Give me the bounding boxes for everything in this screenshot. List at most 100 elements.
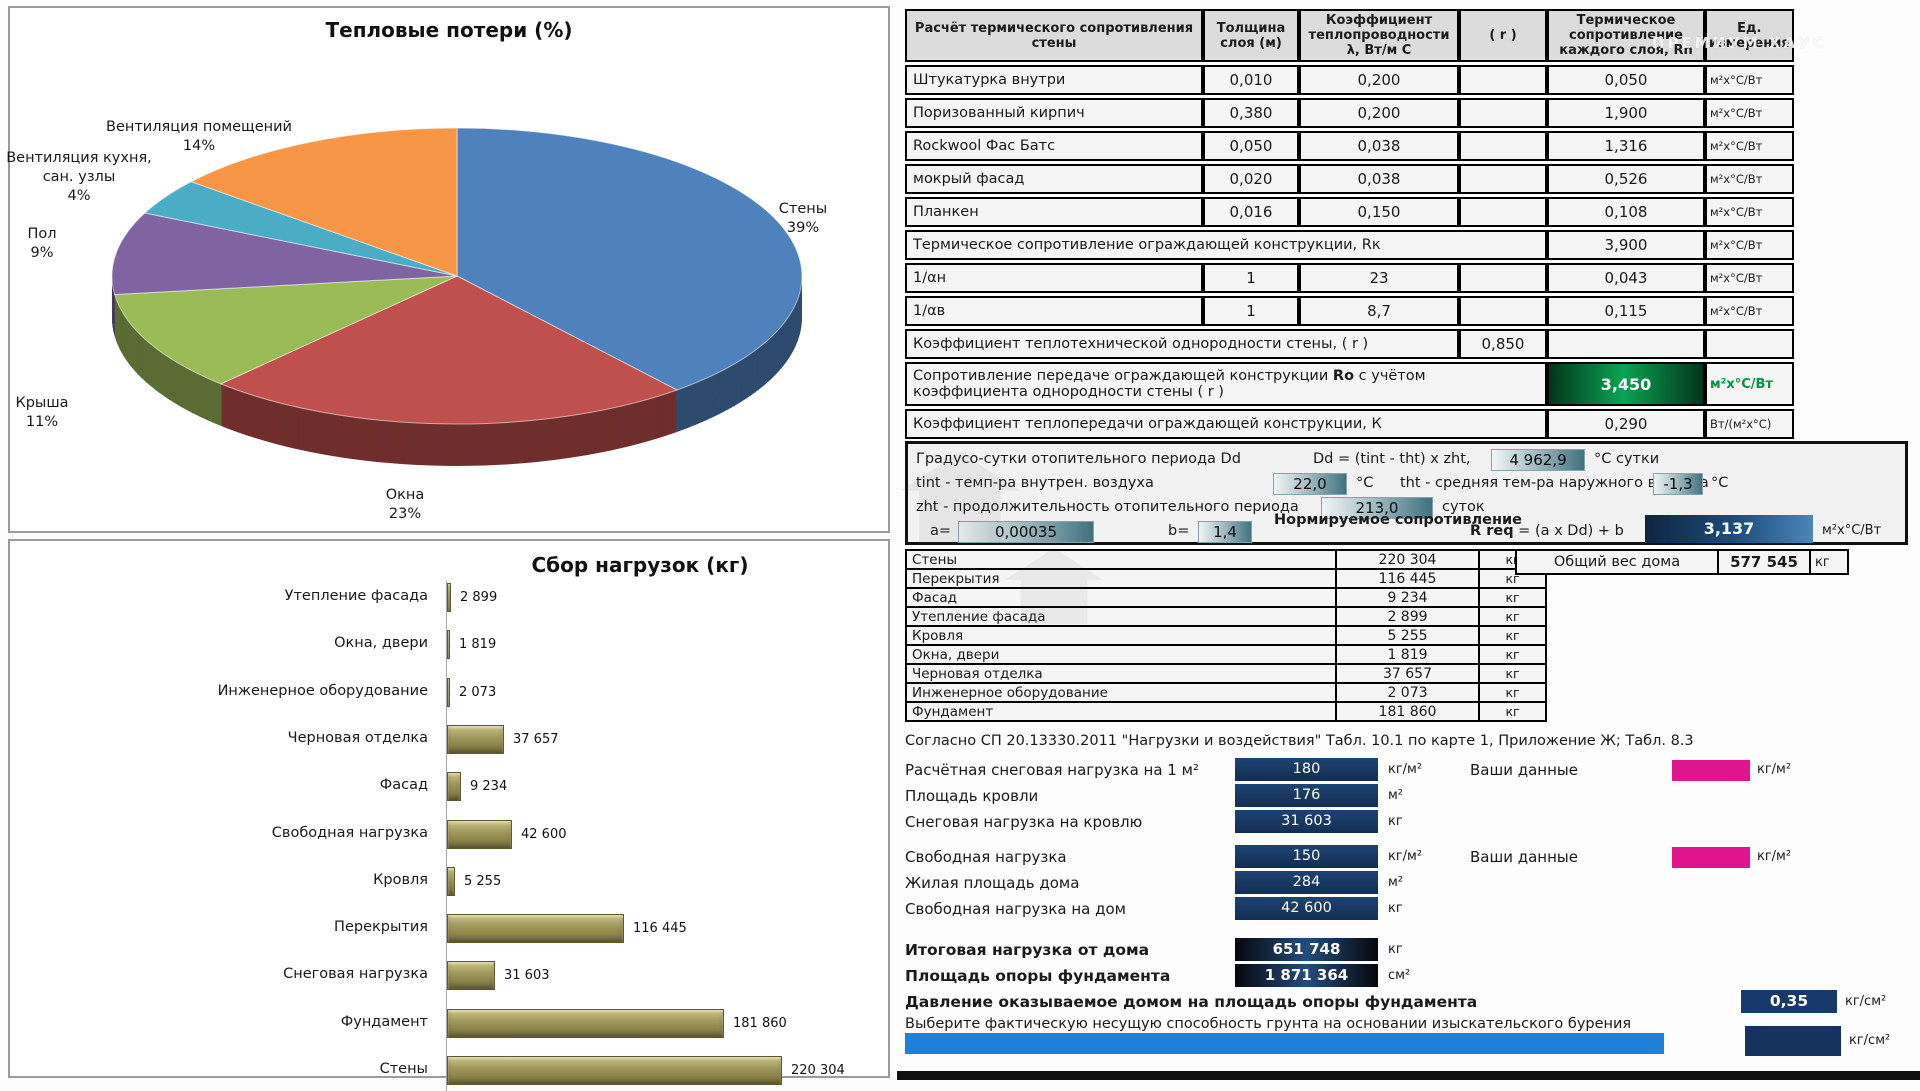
load-value-field[interactable]: 651 748 xyxy=(1235,938,1378,961)
rn-value-cell xyxy=(1547,329,1705,359)
pie-slice xyxy=(114,275,458,385)
load-value-field[interactable]: 176 xyxy=(1235,784,1378,807)
load-value-field[interactable]: 42 600 xyxy=(1235,897,1378,920)
weight-value-cell: 5 255 xyxy=(1335,625,1480,646)
thickness-cell: 1 xyxy=(1203,296,1299,326)
bar xyxy=(447,961,495,991)
snip-reference-note: Согласно СП 20.13330.2011 "Нагрузки и во… xyxy=(905,733,1694,749)
coef-a-label: a= xyxy=(930,523,952,539)
load-unit: кг/см² xyxy=(1845,994,1887,1009)
bar xyxy=(447,772,461,802)
bar xyxy=(447,819,512,849)
bar-category-label: Окна, двери xyxy=(334,635,428,652)
weight-row: Черновая отделка 37 657 кг xyxy=(905,663,1547,684)
rreq-result-field[interactable]: 3,137 xyxy=(1645,515,1813,543)
bar-category-label: Стены xyxy=(379,1061,428,1077)
load-value-field[interactable]: 284 xyxy=(1235,871,1378,894)
load-unit: кг xyxy=(1388,901,1403,916)
coef-a-field[interactable]: 0,00035 xyxy=(958,521,1094,543)
bar-category-label: Свободная нагрузка xyxy=(271,824,428,841)
thermal-row: Коэффициент теплотехнической однородност… xyxy=(905,329,1794,359)
layer-name-cell: Планкен xyxy=(905,197,1203,227)
weight-value-cell: 181 860 xyxy=(1335,701,1480,722)
layer-name-cell: Штукатурка внутри xyxy=(905,65,1203,95)
loads-section: Согласно СП 20.13330.2011 "Нагрузки и во… xyxy=(905,733,1918,1080)
unit-cell: м²х°С/Вт xyxy=(1705,65,1794,95)
pie-slice-label: Вентиляция помещений 14% xyxy=(106,119,292,155)
load-value-field[interactable]: 31 603 xyxy=(1235,810,1378,833)
load-value-field[interactable]: 180 xyxy=(1235,758,1378,781)
bar-value-label: 31 603 xyxy=(504,968,550,984)
r-coef-cell xyxy=(1459,131,1547,161)
lambda-cell: 0,038 xyxy=(1299,164,1459,194)
total-house-weight: Общий вес дома 577 545 кг xyxy=(1515,549,1849,575)
layer-name-cell: мокрый фасад xyxy=(905,164,1203,194)
weight-unit-cell: кг xyxy=(1478,682,1547,703)
tint-value-field[interactable]: 22,0 xyxy=(1273,473,1347,495)
pie-slice xyxy=(219,275,679,425)
load-label: Расчётная снеговая нагрузка на 1 м² xyxy=(905,761,1199,779)
pie-slice-label: Пол 9% xyxy=(27,226,57,262)
lambda-cell: 0,200 xyxy=(1299,65,1459,95)
your-data-label: Ваши данные xyxy=(1470,848,1578,866)
lambda-cell: 8,7 xyxy=(1299,296,1459,326)
rn-value-cell: 3,900 xyxy=(1547,230,1705,260)
weight-value-cell: 1 819 xyxy=(1335,644,1480,665)
dd-unit: °С сутки xyxy=(1594,451,1660,467)
your-data-input-field[interactable] xyxy=(1672,760,1750,781)
thermal-col-header: Коэффициент теплопроводности λ, Вт/м С xyxy=(1299,9,1459,62)
load-unit: м² xyxy=(1388,788,1404,803)
weight-row: Стены 220 304 кг xyxy=(905,549,1547,570)
total-unit-cell: кг xyxy=(1809,549,1849,575)
load-value-field[interactable]: 1 871 364 xyxy=(1235,964,1378,987)
rn-value-cell: 0,526 xyxy=(1547,164,1705,194)
your-data-unit: кг/м² xyxy=(1757,762,1792,777)
rreq-formula: R req = (a x Dd) + b xyxy=(1470,523,1624,539)
r-coef-cell xyxy=(1459,65,1547,95)
weight-unit-cell: кг xyxy=(1478,644,1547,665)
weight-unit-cell: кг xyxy=(1478,663,1547,684)
bar-chart-title: Сбор нагрузок (кг) xyxy=(531,553,749,577)
tht-label: tht - средняя тем-ра наружного воздуха xyxy=(1400,475,1709,491)
your-data-label: Ваши данные xyxy=(1470,761,1578,779)
tht-unit: °С xyxy=(1711,475,1729,491)
bar-value-label: 116 445 xyxy=(633,921,687,937)
load-value-field[interactable]: 150 xyxy=(1235,845,1378,868)
dd-value-field[interactable]: 4 962,9 xyxy=(1491,449,1585,471)
tht-value-field[interactable]: -1,3 xyxy=(1653,473,1703,495)
coef-b-field[interactable]: 1,4 xyxy=(1198,521,1252,543)
weight-value-cell: 116 445 xyxy=(1335,568,1480,589)
bar xyxy=(447,866,455,896)
zht-value-field[interactable]: 213,0 xyxy=(1321,497,1433,519)
load-unit: кг/м² xyxy=(1388,762,1423,777)
load-row: Площадь опоры фундамента 1 871 364 см² xyxy=(905,964,1918,989)
load-value-field[interactable]: 0,35 xyxy=(1741,990,1837,1013)
load-label: Снеговая нагрузка на кровлю xyxy=(905,813,1143,831)
weight-value-cell: 220 304 xyxy=(1335,549,1480,570)
your-data-input-field[interactable] xyxy=(1672,847,1750,868)
soil-capacity-select[interactable] xyxy=(905,1033,1664,1054)
pie-chart-title: Тепловые потери (%) xyxy=(325,18,573,42)
unit-cell: м²х°С/Вт xyxy=(1705,164,1794,194)
weight-unit-cell: кг xyxy=(1478,625,1547,646)
thermal-row: Rockwool Фас Батс 0,050 0,038 1,316 м²х°С/Вт xyxy=(905,131,1794,161)
weight-unit-cell: кг xyxy=(1478,701,1547,722)
load-row: Свободная нагрузка на дом 42 600 кг xyxy=(905,897,1918,922)
r-coef-cell xyxy=(1459,98,1547,128)
weight-value-cell: 2 899 xyxy=(1335,606,1480,627)
thermal-resistance-table: Расчёт термического сопротивления стены Т… xyxy=(905,6,1794,442)
coef-b-label: b= xyxy=(1168,523,1190,539)
load-row: Итоговая нагрузка от дома 651 748 кг xyxy=(905,938,1918,963)
bar xyxy=(447,630,450,660)
load-row: Расчётная снеговая нагрузка на 1 м² 180 кг… xyxy=(905,758,1918,783)
unit-cell: м²х°С/Вт xyxy=(1705,362,1794,406)
soil-pressure-result-field[interactable] xyxy=(1745,1026,1841,1056)
unit-cell: м²х°С/Вт xyxy=(1705,296,1794,326)
bar-category-label: Фундамент xyxy=(340,1013,428,1030)
bar xyxy=(447,1056,782,1085)
load-unit: кг xyxy=(1388,814,1403,829)
rn-value-cell: 1,900 xyxy=(1547,98,1705,128)
thermal-col-header: Расчёт термического сопротивления стены xyxy=(905,9,1203,62)
tint-label: tint - темп-ра внутрен. воздуха xyxy=(916,475,1154,491)
bar xyxy=(447,724,504,754)
